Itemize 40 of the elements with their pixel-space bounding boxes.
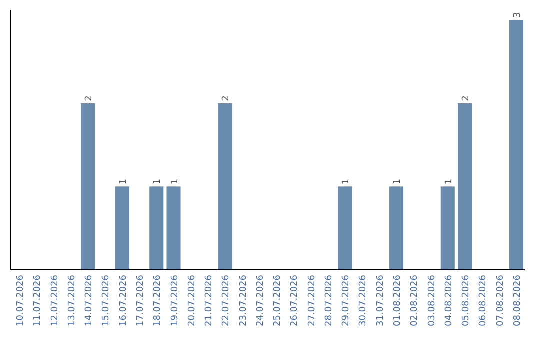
x-tick-label: 25.07.2026 <box>273 274 284 327</box>
x-tick-label: 18.07.2026 <box>153 274 164 327</box>
x-tick-label: 10.07.2026 <box>16 274 26 327</box>
data-label: 2 <box>462 96 472 102</box>
x-tick-label: 02.08.2026 <box>410 274 420 327</box>
x-tick-label: 27.07.2026 <box>307 274 318 327</box>
data-label: 1 <box>153 178 164 185</box>
x-tick-label: 07.08.2026 <box>496 274 506 327</box>
x-tick-label: 13.07.2026 <box>67 274 78 327</box>
x-tick-label: 06.08.2026 <box>478 274 489 327</box>
x-tick-label: 23.07.2026 <box>238 274 249 327</box>
x-tick-label: 19.07.2026 <box>170 274 180 327</box>
x-tick-label: 11.07.2026 <box>33 274 44 327</box>
x-tick-label: 03.08.2026 <box>427 274 438 327</box>
x-tick-label: 31.07.2026 <box>376 274 386 327</box>
x-tick-label: 22.07.2026 <box>222 274 232 327</box>
x-tick-label: 26.07.2026 <box>290 274 300 327</box>
data-label: 3 <box>512 12 523 18</box>
x-tick-label: 30.07.2026 <box>358 274 369 327</box>
data-label: 1 <box>342 178 352 185</box>
x-tick-label: 21.07.2026 <box>204 274 215 327</box>
x-tick-label: 01.08.2026 <box>393 274 403 327</box>
x-tick-label: 24.07.2026 <box>256 274 266 327</box>
data-label: 2 <box>222 96 232 102</box>
data-label: 2 <box>84 96 95 102</box>
x-tick-label: 15.07.2026 <box>102 274 112 327</box>
x-tick-label: 08.08.2026 <box>512 274 523 327</box>
x-tick-label: 17.07.2026 <box>136 274 146 327</box>
data-label: 1 <box>444 178 454 185</box>
x-tick-label: 05.08.2026 <box>462 274 472 327</box>
data-label: 1 <box>118 178 129 185</box>
x-tick-label: 14.07.2026 <box>84 274 95 327</box>
data-label: 1 <box>393 178 403 185</box>
x-tick-label: 28.07.2026 <box>324 274 334 327</box>
x-tick-label: 04.08.2026 <box>444 274 454 327</box>
x-tick-label: 29.07.2026 <box>342 274 352 327</box>
x-tick-label: 20.07.2026 <box>187 274 198 327</box>
x-tick-label: 16.07.2026 <box>118 274 129 327</box>
x-tick-label: 12.07.2026 <box>50 274 60 327</box>
data-label: 1 <box>170 178 180 185</box>
